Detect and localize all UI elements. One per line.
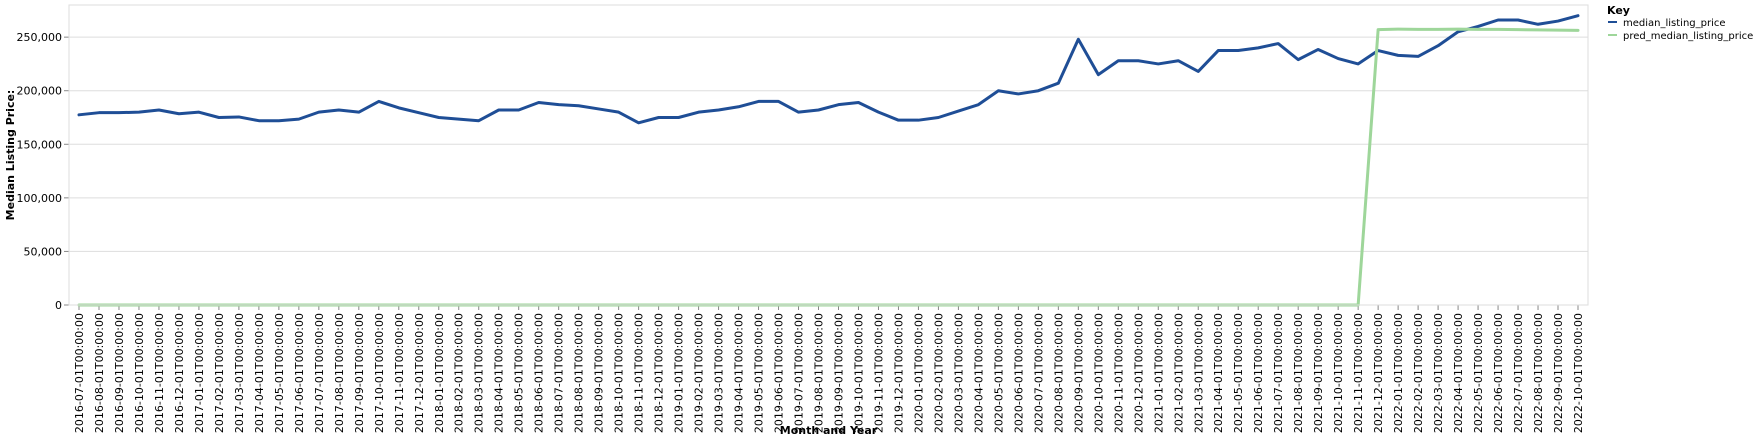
x-tick-label: 2020-12-01T00:00:00 — [1132, 313, 1145, 433]
series-lines — [77, 14, 1580, 307]
x-tick-label: 2018-03-01T00:00:00 — [473, 313, 486, 433]
x-tick-label: 2018-12-01T00:00:00 — [653, 313, 666, 433]
x-tick-label: 2017-06-01T00:00:00 — [293, 313, 306, 433]
x-tick-label: 2021-04-01T00:00:00 — [1212, 313, 1225, 433]
x-axis: 2016-07-01T00:00:00 2016-08-01T00:00:00 20… — [69, 304, 1588, 433]
x-tick-label: 2016-07-01T00:00:00 — [73, 313, 86, 433]
y-tick-label: 0 — [55, 299, 62, 312]
x-tick-label: 2019-07-01T00:00:00 — [793, 313, 806, 433]
x-tick-label: 2018-11-01T00:00:00 — [633, 313, 646, 433]
x-tick-label: 2021-01-01T00:00:00 — [1152, 313, 1165, 433]
x-tick-label: 2021-09-01T00:00:00 — [1312, 313, 1325, 433]
x-tick-label: 2017-08-01T00:00:00 — [333, 313, 346, 433]
x-tick-label: 2018-05-01T00:00:00 — [513, 313, 526, 433]
x-tick-label: 2019-09-01T00:00:00 — [832, 313, 845, 433]
y-tick-label: 50,000 — [24, 245, 63, 258]
legend-title: Key — [1607, 4, 1630, 17]
y-axis: 0 50,000 100,000 150,000 200,000 250,000 — [17, 5, 70, 312]
x-tick-label: 2019-01-01T00:00:00 — [673, 313, 686, 433]
x-tick-label: 2022-05-01T00:00:00 — [1472, 313, 1485, 433]
x-tick-label: 2020-02-01T00:00:00 — [932, 313, 945, 433]
x-axis-title: Month and Year — [780, 424, 878, 437]
x-tick-label: 2020-01-01T00:00:00 — [912, 313, 925, 433]
y-tick-label: 200,000 — [17, 85, 63, 98]
x-tick-label: 2016-12-01T00:00:00 — [173, 313, 186, 433]
x-tick-label: 2017-12-01T00:00:00 — [413, 313, 426, 433]
x-tick-label: 2017-09-01T00:00:00 — [353, 313, 366, 433]
x-tick-label: 2022-08-01T00:00:00 — [1532, 313, 1545, 433]
x-tick-label: 2022-07-01T00:00:00 — [1512, 313, 1525, 433]
x-tick-label: 2020-03-01T00:00:00 — [952, 313, 965, 433]
x-tick-label: 2020-04-01T00:00:00 — [972, 313, 985, 433]
x-tick-label: 2021-08-01T00:00:00 — [1292, 313, 1305, 433]
x-tick-label: 2018-10-01T00:00:00 — [613, 313, 626, 433]
x-tick-label: 2022-01-01T00:00:00 — [1392, 313, 1405, 433]
x-tick-label: 2020-08-01T00:00:00 — [1052, 313, 1065, 433]
x-tick-label: 2021-10-01T00:00:00 — [1332, 313, 1345, 433]
x-tick-label: 2019-06-01T00:00:00 — [773, 313, 786, 433]
x-tick-label: 2016-10-01T00:00:00 — [133, 313, 146, 433]
x-tick-label: 2020-06-01T00:00:00 — [1012, 313, 1025, 433]
x-tick-label: 2016-08-01T00:00:00 — [93, 313, 106, 433]
x-tick-label: 2021-02-01T00:00:00 — [1172, 313, 1185, 433]
x-tick-label: 2019-03-01T00:00:00 — [713, 313, 726, 433]
y-tick-label: 150,000 — [17, 138, 63, 151]
legend-label: pred_median_listing_price — [1623, 31, 1753, 42]
series-line-median_listing_price — [77, 14, 1580, 125]
y-tick-label: 250,000 — [17, 31, 63, 44]
x-tick-label: 2021-05-01T00:00:00 — [1232, 313, 1245, 433]
x-tick-label: 2018-08-01T00:00:00 — [573, 313, 586, 433]
x-tick-label: 2018-06-01T00:00:00 — [533, 313, 546, 433]
x-tick-label: 2021-07-01T00:00:00 — [1272, 313, 1285, 433]
x-tick-label: 2017-03-01T00:00:00 — [233, 313, 246, 433]
x-tick-label: 2019-02-01T00:00:00 — [693, 313, 706, 433]
x-tick-label: 2022-10-01T00:00:00 — [1572, 313, 1585, 433]
x-tick-label: 2022-09-01T00:00:00 — [1552, 313, 1565, 433]
x-tick-label: 2018-02-01T00:00:00 — [453, 313, 466, 433]
x-tick-label: 2018-04-01T00:00:00 — [493, 313, 506, 433]
x-tick-label: 2021-11-01T00:00:00 — [1352, 313, 1365, 433]
x-tick-label: 2021-06-01T00:00:00 — [1252, 313, 1265, 433]
x-tick-label: 2019-10-01T00:00:00 — [852, 313, 865, 433]
x-tick-label: 2020-05-01T00:00:00 — [992, 313, 1005, 433]
x-tick-label: 2018-01-01T00:00:00 — [433, 313, 446, 433]
x-tick-label: 2022-02-01T00:00:00 — [1412, 313, 1425, 433]
x-tick-label: 2019-05-01T00:00:00 — [753, 313, 766, 433]
x-tick-label: 2018-09-01T00:00:00 — [593, 313, 606, 433]
x-tick-label: 2017-10-01T00:00:00 — [373, 313, 386, 433]
x-tick-label: 2017-02-01T00:00:00 — [213, 313, 226, 433]
legend: Key median_listing_price pred_median_list… — [1607, 4, 1753, 42]
x-tick-label: 2017-04-01T00:00:00 — [253, 313, 266, 433]
x-tick-label: 2016-11-01T00:00:00 — [153, 313, 166, 433]
y-axis-title: Median Listing Price: — [4, 90, 17, 221]
x-tick-label: 2019-08-01T00:00:00 — [813, 313, 826, 433]
x-tick-label: 2019-11-01T00:00:00 — [872, 313, 885, 433]
x-tick-label: 2022-03-01T00:00:00 — [1432, 313, 1445, 433]
x-tick-label: 2020-09-01T00:00:00 — [1072, 313, 1085, 433]
x-tick-label: 2020-07-01T00:00:00 — [1032, 313, 1045, 433]
legend-label: median_listing_price — [1623, 18, 1726, 29]
x-tick-label: 2017-11-01T00:00:00 — [393, 313, 406, 433]
x-tick-label: 2018-07-01T00:00:00 — [553, 313, 566, 433]
x-tick-label: 2020-10-01T00:00:00 — [1092, 313, 1105, 433]
x-tick-label: 2021-12-01T00:00:00 — [1372, 313, 1385, 433]
x-tick-label: 2020-11-01T00:00:00 — [1112, 313, 1125, 433]
y-tick-label: 100,000 — [17, 192, 63, 205]
x-tick-label: 2019-12-01T00:00:00 — [892, 313, 905, 433]
x-tick-label: 2016-09-01T00:00:00 — [113, 313, 126, 433]
x-tick-label: 2017-01-01T00:00:00 — [193, 313, 206, 433]
x-tick-label: 2022-06-01T00:00:00 — [1492, 313, 1505, 433]
x-tick-label: 2019-04-01T00:00:00 — [733, 313, 746, 433]
series-line-pred_median_listing_price — [77, 27, 1580, 307]
x-tick-label: 2017-07-01T00:00:00 — [313, 313, 326, 433]
x-tick-label: 2021-03-01T00:00:00 — [1192, 313, 1205, 433]
plot-frame — [68, 4, 1589, 306]
x-tick-label: 2017-05-01T00:00:00 — [273, 313, 286, 433]
x-tick-label: 2022-04-01T00:00:00 — [1452, 313, 1465, 433]
